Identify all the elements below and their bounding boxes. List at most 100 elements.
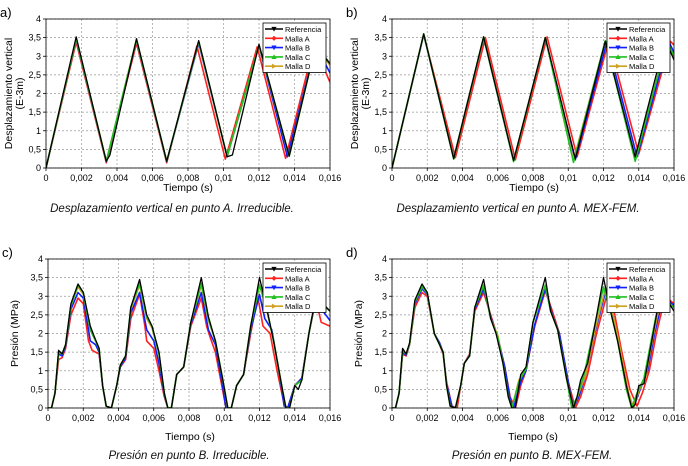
legend-marker (271, 275, 277, 281)
x-tick-label: 0,008 (177, 173, 200, 183)
x-tick-label: 0 (43, 173, 48, 183)
legend-marker (271, 294, 277, 299)
legend-label: Referencia (285, 265, 322, 274)
series-line-referencia (46, 36, 330, 168)
y-tick-label: 0,5 (28, 144, 41, 154)
x-tick-label: 0,014 (627, 173, 650, 183)
x-tick-label: 0 (45, 413, 50, 423)
legend-label: Malla B (285, 284, 310, 293)
y-tick-label: 2,5 (374, 70, 387, 80)
y-tick-label: 4 (38, 254, 43, 264)
legend-marker (271, 54, 277, 59)
figure-caption: Presión en punto B. Irreducible. (108, 450, 270, 462)
legend-label: Malla D (629, 302, 655, 311)
legend-marker (271, 303, 277, 309)
legend-marker (615, 294, 621, 299)
legend-marker (271, 63, 277, 69)
x-axis-label: Tiempo (s) (509, 182, 559, 194)
legend-marker (271, 266, 277, 272)
y-tick-label: 0 (38, 403, 43, 413)
series-line-referencia (392, 276, 674, 408)
legend-label: Malla B (285, 44, 310, 53)
y-tick-label: 0,5 (374, 144, 387, 154)
panel-label: a) (0, 5, 12, 20)
x-tick-label: 0,014 (627, 413, 650, 423)
legend-label: Malla A (285, 34, 310, 43)
legend-label: Malla C (629, 53, 655, 62)
legend-label: Malla A (629, 34, 654, 43)
y-tick-label: 4 (36, 14, 41, 24)
x-axis-label: Tiempo (s) (163, 182, 213, 194)
plot-frame (391, 258, 675, 409)
y-tick-label: 0,5 (30, 384, 43, 394)
legend-marker (615, 35, 621, 41)
y-axis-label: Presión (MPa) (353, 300, 365, 367)
x-tick-label: 0,014 (283, 413, 306, 423)
y-tick-label: 1,5 (30, 347, 43, 357)
y-axis-label: (E-3m) (14, 77, 26, 109)
legend-marker (271, 35, 277, 41)
y-tick-label: 4 (382, 254, 387, 264)
chart-panel-d: 0 0,002 0,004 0,006 0,008 0,01 0,012 0,014 0,016… (346, 245, 685, 443)
y-tick-label: 3,5 (28, 33, 41, 43)
x-tick-label: 0,004 (451, 413, 474, 423)
x-tick-label: 0,01 (215, 413, 233, 423)
x-tick-label: 0,012 (592, 413, 615, 423)
y-tick-label: 3 (382, 291, 387, 301)
plot-frame (47, 258, 331, 409)
y-tick-label: 1 (382, 126, 387, 136)
legend-label: Malla A (629, 274, 654, 283)
x-tick-label: 0,006 (486, 413, 509, 423)
figure-caption: Desplazamiento vertical en punto A. MEX-… (396, 203, 640, 215)
legend-label: Referencia (285, 25, 322, 34)
y-tick-label: 0,5 (374, 384, 387, 394)
y-tick-label: 2,5 (374, 310, 387, 320)
x-tick-label: 0,01 (215, 173, 233, 183)
x-tick-label: 0,01 (559, 413, 577, 423)
x-tick-label: 0,004 (107, 413, 130, 423)
x-axis-label: Tiempo (s) (508, 431, 558, 443)
x-tick-label: 0,008 (522, 413, 545, 423)
x-tick-label: 0,004 (451, 173, 474, 183)
x-tick-label: 0,016 (663, 173, 686, 183)
series-line-referencia (392, 33, 674, 168)
legend-label: Malla D (629, 62, 655, 71)
y-tick-label: 1,5 (374, 107, 387, 117)
legend-label: Referencia (629, 265, 666, 274)
legend-marker (615, 54, 621, 59)
y-tick-label: 2 (36, 89, 41, 99)
legend-marker (615, 45, 621, 51)
legend-label: Malla C (285, 293, 311, 302)
figure-caption: Desplazamiento vertical en punto A. Irre… (50, 203, 294, 215)
y-tick-label: 1,5 (374, 347, 387, 357)
y-tick-label: 3,5 (374, 273, 387, 283)
x-tick-label: 0,006 (486, 173, 509, 183)
y-tick-label: 3,5 (30, 273, 43, 283)
y-tick-label: 1 (38, 366, 43, 376)
legend-label: Malla D (285, 62, 311, 71)
x-tick-label: 0,006 (142, 413, 165, 423)
y-tick-label: 0 (36, 163, 41, 173)
y-tick-label: 2,5 (30, 310, 43, 320)
y-tick-label: 4 (382, 14, 387, 24)
y-tick-label: 2 (382, 89, 387, 99)
chart-panel-c: 0 0,002 0,004 0,006 0,008 0,01 0,012 0,014 0,016… (2, 245, 341, 443)
x-tick-label: 0,016 (319, 173, 342, 183)
legend-label: Malla C (285, 53, 311, 62)
legend-label: Malla C (629, 293, 655, 302)
legend-marker (615, 26, 621, 32)
legend-marker (271, 285, 277, 291)
x-tick-label: 0,004 (106, 173, 129, 183)
y-tick-label: 0 (382, 403, 387, 413)
legend-label: Malla A (285, 274, 310, 283)
y-axis-label: Presión (MPa) (9, 300, 21, 367)
chart-panel-a: 0 0,002 0,004 0,006 0,008 0,01 0,012 0,014 0,016… (0, 5, 341, 194)
y-axis-label: Desplazamiento vertical (349, 38, 361, 149)
x-tick-label: 0,002 (72, 413, 95, 423)
legend-marker (615, 303, 621, 309)
y-tick-label: 1 (36, 126, 41, 136)
y-tick-label: 3 (36, 51, 41, 61)
y-tick-label: 3 (38, 291, 43, 301)
legend-marker (615, 63, 621, 69)
